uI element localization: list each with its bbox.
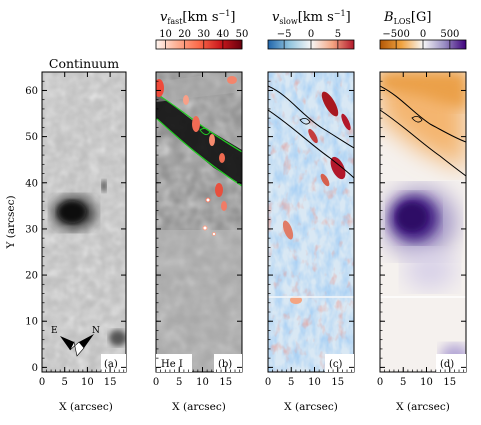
x-tick-label: 5: [288, 377, 294, 388]
x-tick-label: 15: [443, 377, 456, 388]
colorbar-subscript: LOS: [394, 17, 411, 26]
panel-d-tag: (d): [440, 359, 454, 370]
panel-c-tag: (c): [329, 359, 343, 370]
x-axis-label-a: X (arcsec): [59, 401, 113, 413]
x-tick-label: 0: [153, 377, 159, 388]
colorbar-tick-label: 20: [178, 29, 191, 40]
panel-c-frame: [267, 71, 355, 373]
x-tick-label: 15: [219, 377, 232, 388]
x-tick-label: 5: [400, 377, 406, 388]
panel-a-title: Continuum: [49, 56, 119, 71]
x-tick-label: 10: [420, 377, 433, 388]
colorbar-tick-label: 10: [159, 29, 172, 40]
panel-a-tag-box: [101, 354, 126, 372]
x-tick-label: 5: [62, 377, 68, 388]
x-tick-label: 5: [176, 377, 182, 388]
colorbar-unit-exponent: −1: [219, 9, 231, 18]
panel-d-tag-box: [436, 354, 466, 372]
colorbar-tick-label: 0: [420, 29, 426, 40]
colorbar-title-b: vfast[km s−1]: [160, 9, 235, 26]
panel-b-tag-box: [214, 354, 242, 372]
x-tick-label: 10: [81, 377, 94, 388]
panel-c-tag-box: [325, 354, 354, 372]
axes: 0 5 10 15 0 10 20 30 40 50 60 0 5 10 15 0 5 10 15 0 5 10 15: [25, 72, 466, 388]
colorbar-tick-label: −5: [277, 29, 292, 40]
panel-b-inner-label: He I: [161, 359, 183, 370]
colorbar-b: [155, 39, 243, 50]
x-tick-label: 15: [331, 377, 344, 388]
colorbar-unit-close: ]: [346, 10, 351, 25]
colorbar-tick-label: 50: [236, 29, 249, 40]
x-tick-label: 0: [39, 377, 45, 388]
x-tick-label: 0: [265, 377, 271, 388]
colorbar-tick-label: 30: [197, 29, 210, 40]
colorbar-title-c: vslow[km s−1]: [272, 9, 351, 26]
panel-d-frame: [379, 71, 467, 373]
y-tick-label: 30: [25, 224, 38, 235]
compass-north-label: N: [92, 326, 100, 336]
colorbar-unit: [km s: [182, 10, 218, 25]
x-tick-label: 0: [377, 377, 383, 388]
colorbar-tick-label: 500: [440, 29, 459, 40]
colorbar-subscript: fast: [167, 17, 183, 26]
panel-a-image: [42, 72, 126, 372]
panel-b-image: [156, 72, 242, 372]
panel-d-image: [380, 72, 466, 372]
y-tick-label: 50: [25, 132, 38, 143]
y-tick-label: 40: [25, 178, 38, 189]
x-tick-label: 10: [196, 377, 209, 388]
colorbar-tick-label: 5: [335, 29, 341, 40]
colorbar-unit-close: ]: [230, 10, 235, 25]
panel-a-frame: [41, 71, 127, 373]
x-axis-label-c: X (arcsec): [284, 401, 338, 413]
colorbar-unit: [G]: [411, 10, 432, 25]
colorbar-quantity: B: [383, 10, 394, 25]
colorbar-quantity: v: [160, 10, 168, 25]
x-tick-label: 10: [308, 377, 321, 388]
colorbar-tick-label: −500: [382, 29, 409, 40]
colorbar-quantity: v: [272, 10, 280, 25]
x-tick-label: 15: [104, 377, 117, 388]
compass: E N: [51, 326, 100, 357]
colorbar-unit-exponent: −1: [334, 9, 346, 18]
panel-b-label-box: [156, 354, 192, 372]
panel-b-tag: (b): [218, 359, 232, 370]
colorbar-unit: [km s: [298, 10, 334, 25]
y-axis-label: Y (arcsec): [5, 195, 17, 249]
colorbar-tick-label: 40: [217, 29, 230, 40]
colorbar-title-d: BLOS[G]: [383, 10, 431, 26]
panel-c-image: [268, 72, 354, 372]
y-tick-label: 20: [25, 271, 38, 282]
colorbar-tick-label: 0: [308, 29, 314, 40]
x-axis-label-b: X (arcsec): [172, 401, 226, 413]
y-tick-label: 10: [25, 317, 38, 328]
colorbar-subscript: slow: [279, 17, 297, 26]
compass-east-label: E: [51, 326, 58, 336]
panel-a-tag: (a): [104, 359, 118, 370]
y-tick-label: 60: [25, 86, 38, 97]
y-tick-label: 0: [32, 363, 38, 374]
x-axis-label-d: X (arcsec): [396, 401, 450, 413]
panel-b-frame: [155, 71, 243, 373]
